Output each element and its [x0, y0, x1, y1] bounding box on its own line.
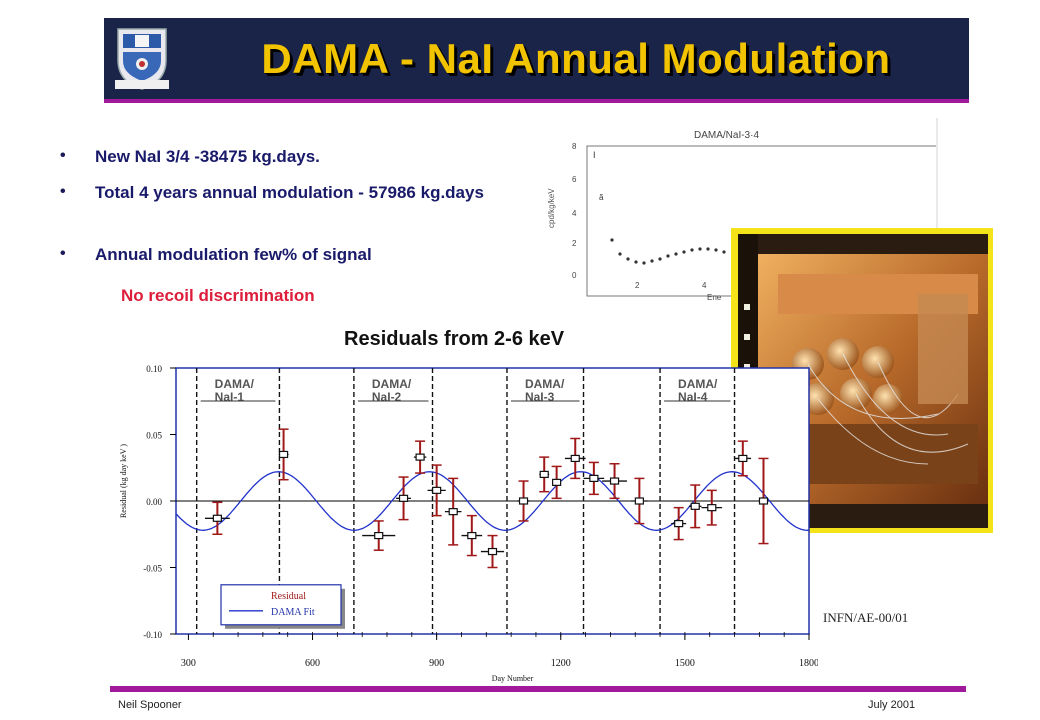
author-label: Neil Spooner [118, 699, 182, 711]
data-point [432, 486, 442, 494]
data-point [278, 450, 289, 459]
university-crest-icon [113, 24, 171, 92]
data-point [634, 497, 644, 505]
inset-y-tick: 6 [572, 175, 577, 184]
reference-label: INFN/AE-00/01 [823, 610, 909, 625]
y-tick-label: -0.05 [143, 564, 162, 574]
x-tick-label: 600 [305, 658, 320, 669]
date-label: July 2001 [868, 699, 916, 711]
data-point [374, 531, 384, 540]
x-tick-label: 900 [429, 658, 444, 669]
x-tick-label: 1200 [551, 658, 571, 669]
bullet-dot: • [60, 147, 66, 164]
inset-y-tick: 8 [572, 142, 577, 151]
legend-entry: Residual [271, 591, 306, 602]
y-tick-label: 0.00 [146, 497, 162, 507]
footer-rule [110, 686, 966, 692]
residuals-chart: 0.10 0.05 0.00 -0.05 -0.10 300 600 900 1200 1500 1… [104, 352, 819, 688]
data-point [539, 470, 549, 479]
legend-box [220, 584, 342, 626]
bullet-item: Annual modulation few% of signal [95, 245, 372, 264]
inset-x-tick: 4 [702, 281, 707, 290]
fit-curve [175, 471, 810, 531]
period-label: DAMA/ [678, 377, 718, 391]
bullet-item: New NaI 3/4 -38475 kg.days. [95, 147, 320, 166]
data-point [415, 453, 425, 461]
data-point [398, 494, 409, 502]
inset-y-tick: 0 [572, 271, 577, 280]
data-point [487, 547, 498, 556]
y-tick-label: 0.10 [146, 364, 162, 374]
data-point [570, 454, 580, 463]
data-point [518, 497, 529, 505]
data-point [690, 502, 700, 510]
y-axis-label: Residual (kg day keV ) [119, 444, 128, 518]
period-label: NaI-4 [678, 390, 708, 404]
x-tick-label: 300 [181, 658, 196, 669]
period-label: NaI-1 [215, 390, 245, 404]
period-label: DAMA/ [215, 377, 255, 391]
data-point [212, 514, 222, 522]
y-tick-label: 0.05 [146, 431, 162, 441]
data-point [738, 454, 748, 463]
inset-y-tick: 4 [572, 209, 577, 218]
note-text: No recoil discrimination [121, 286, 315, 305]
inset-plot-title: DAMA/NaI-3·4 [694, 130, 759, 141]
x-tick-label: 1800 [799, 658, 818, 669]
y-tick-label: -0.10 [143, 630, 162, 640]
svg-text:ã: ã [599, 193, 604, 202]
data-point [552, 478, 562, 486]
data-point [448, 508, 458, 516]
inset-xlabel: Ene [707, 293, 722, 302]
bullet-dot: • [60, 183, 66, 200]
data-point [758, 497, 769, 505]
svg-text:I: I [593, 150, 596, 160]
inset-y-tick: 2 [572, 239, 577, 248]
period-label: NaI-2 [372, 390, 402, 404]
inset-data-points: I ã [593, 150, 726, 265]
inset-plot-ylabel: cpd/kg/keV [547, 188, 556, 228]
period-label: DAMA/ [525, 377, 565, 391]
data-point [467, 531, 477, 540]
slide-title: DAMA - NaI Annual Modulation [261, 35, 891, 82]
x-tick-label: 1500 [675, 658, 695, 669]
title-underline [104, 99, 969, 103]
data-point [707, 504, 717, 512]
period-label: DAMA/ [372, 377, 412, 391]
data-point [674, 520, 684, 528]
x-axis-label: Day Number [492, 674, 534, 683]
title-banner [104, 18, 969, 100]
chart-title: Residuals from 2-6 keV [344, 328, 565, 350]
inset-x-tick: 2 [635, 281, 640, 290]
data-point [609, 477, 620, 485]
bullet-dot: • [60, 245, 66, 262]
data-point [589, 474, 599, 482]
legend-entry: DAMA Fit [271, 607, 315, 618]
period-label: NaI-3 [525, 390, 555, 404]
inset-plot-border [936, 118, 938, 303]
bullet-item: Total 4 years annual modulation - 57986 … [95, 183, 484, 202]
